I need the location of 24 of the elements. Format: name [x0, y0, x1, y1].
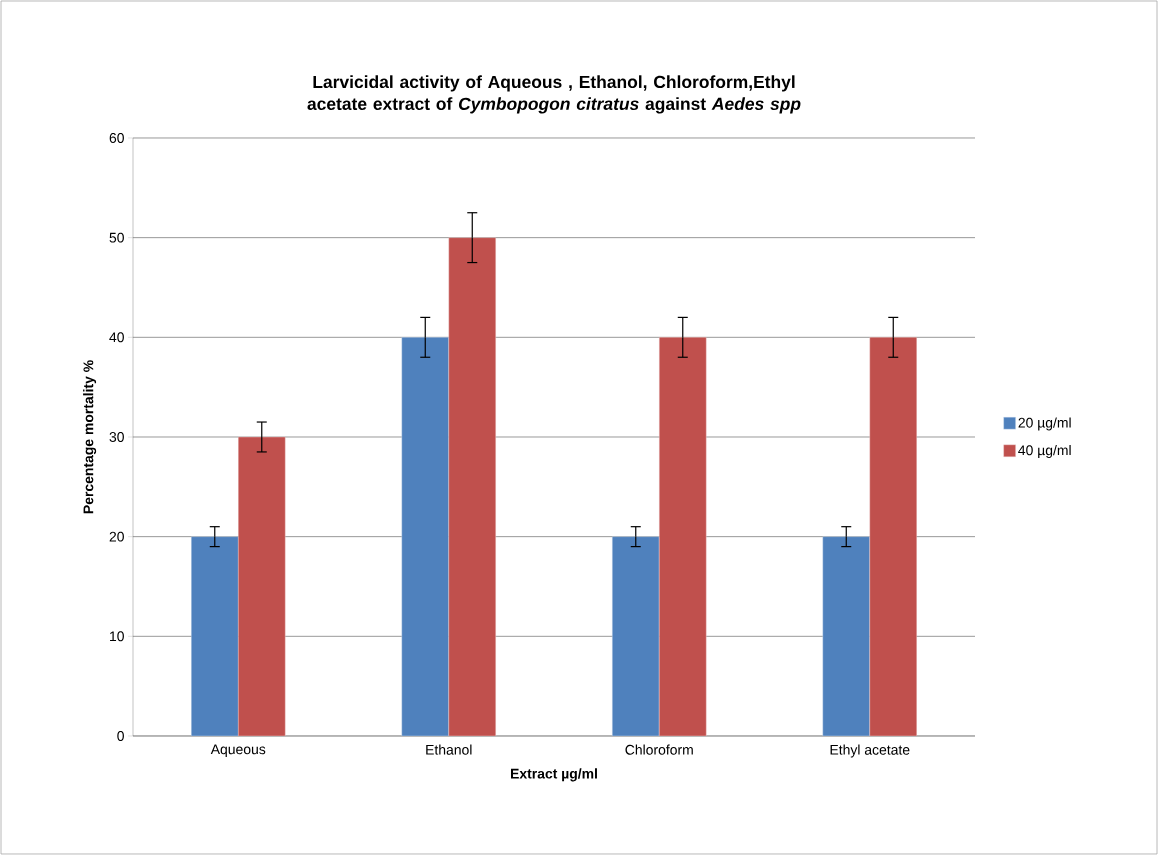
y-axis-title: Percentage mortality % [83, 360, 97, 514]
y-tick-label: 0 [117, 731, 124, 741]
y-tick-label: 50 [109, 232, 124, 243]
bar [822, 536, 870, 736]
legend-label: 40 µg/ml [1018, 444, 1071, 458]
x-axis-title: Extract µg/ml [511, 768, 597, 782]
bar [659, 337, 707, 736]
bar [869, 337, 917, 736]
x-tick-label: Chloroform [625, 744, 693, 755]
bar [191, 536, 239, 736]
y-tick-label: 10 [110, 631, 124, 642]
bar [612, 536, 660, 736]
bar [448, 237, 496, 736]
y-tick-label: 20 [109, 531, 124, 542]
x-tick-label: Ethanol [426, 744, 472, 755]
y-tick-label: 60 [109, 133, 124, 143]
y-tick-label: 40 [109, 332, 124, 343]
y-tick-label: 30 [109, 432, 124, 442]
legend-label: 20 µg/ml [1018, 417, 1071, 431]
x-tick-label: Aqueous [210, 744, 266, 757]
bar [401, 337, 449, 736]
x-tick-label: Ethyl acetate [830, 744, 910, 758]
chart-title: Larvicidal activity of Aqueous , Ethanol, Chloroform,Ethyl acetate extract of Cymbopogon citratus against Aedes spp [307, 75, 801, 114]
bar [238, 436, 286, 736]
